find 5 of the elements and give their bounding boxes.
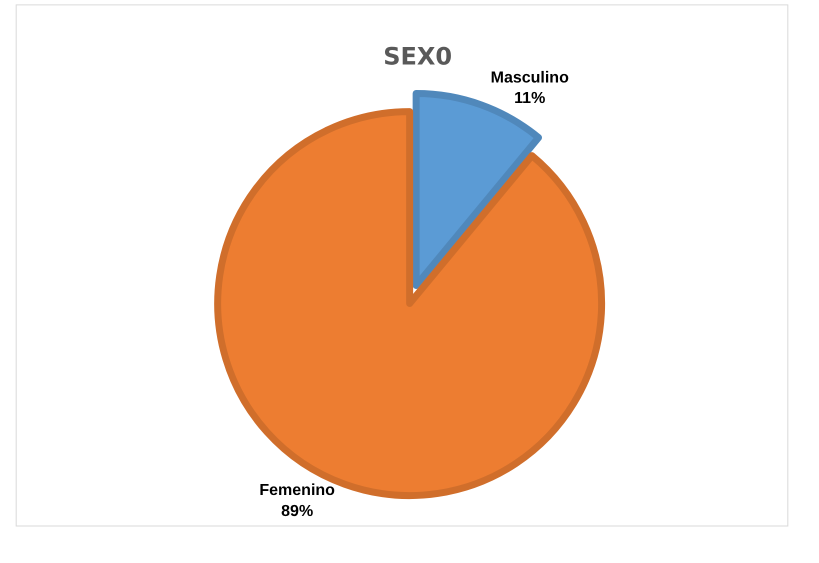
slice-label: Femenino [259, 482, 336, 499]
chart-title: SEX0 [383, 42, 452, 71]
data-label: 11% [514, 90, 546, 108]
data-label: 89% [281, 502, 314, 520]
slice-label: Masculino [490, 69, 570, 86]
